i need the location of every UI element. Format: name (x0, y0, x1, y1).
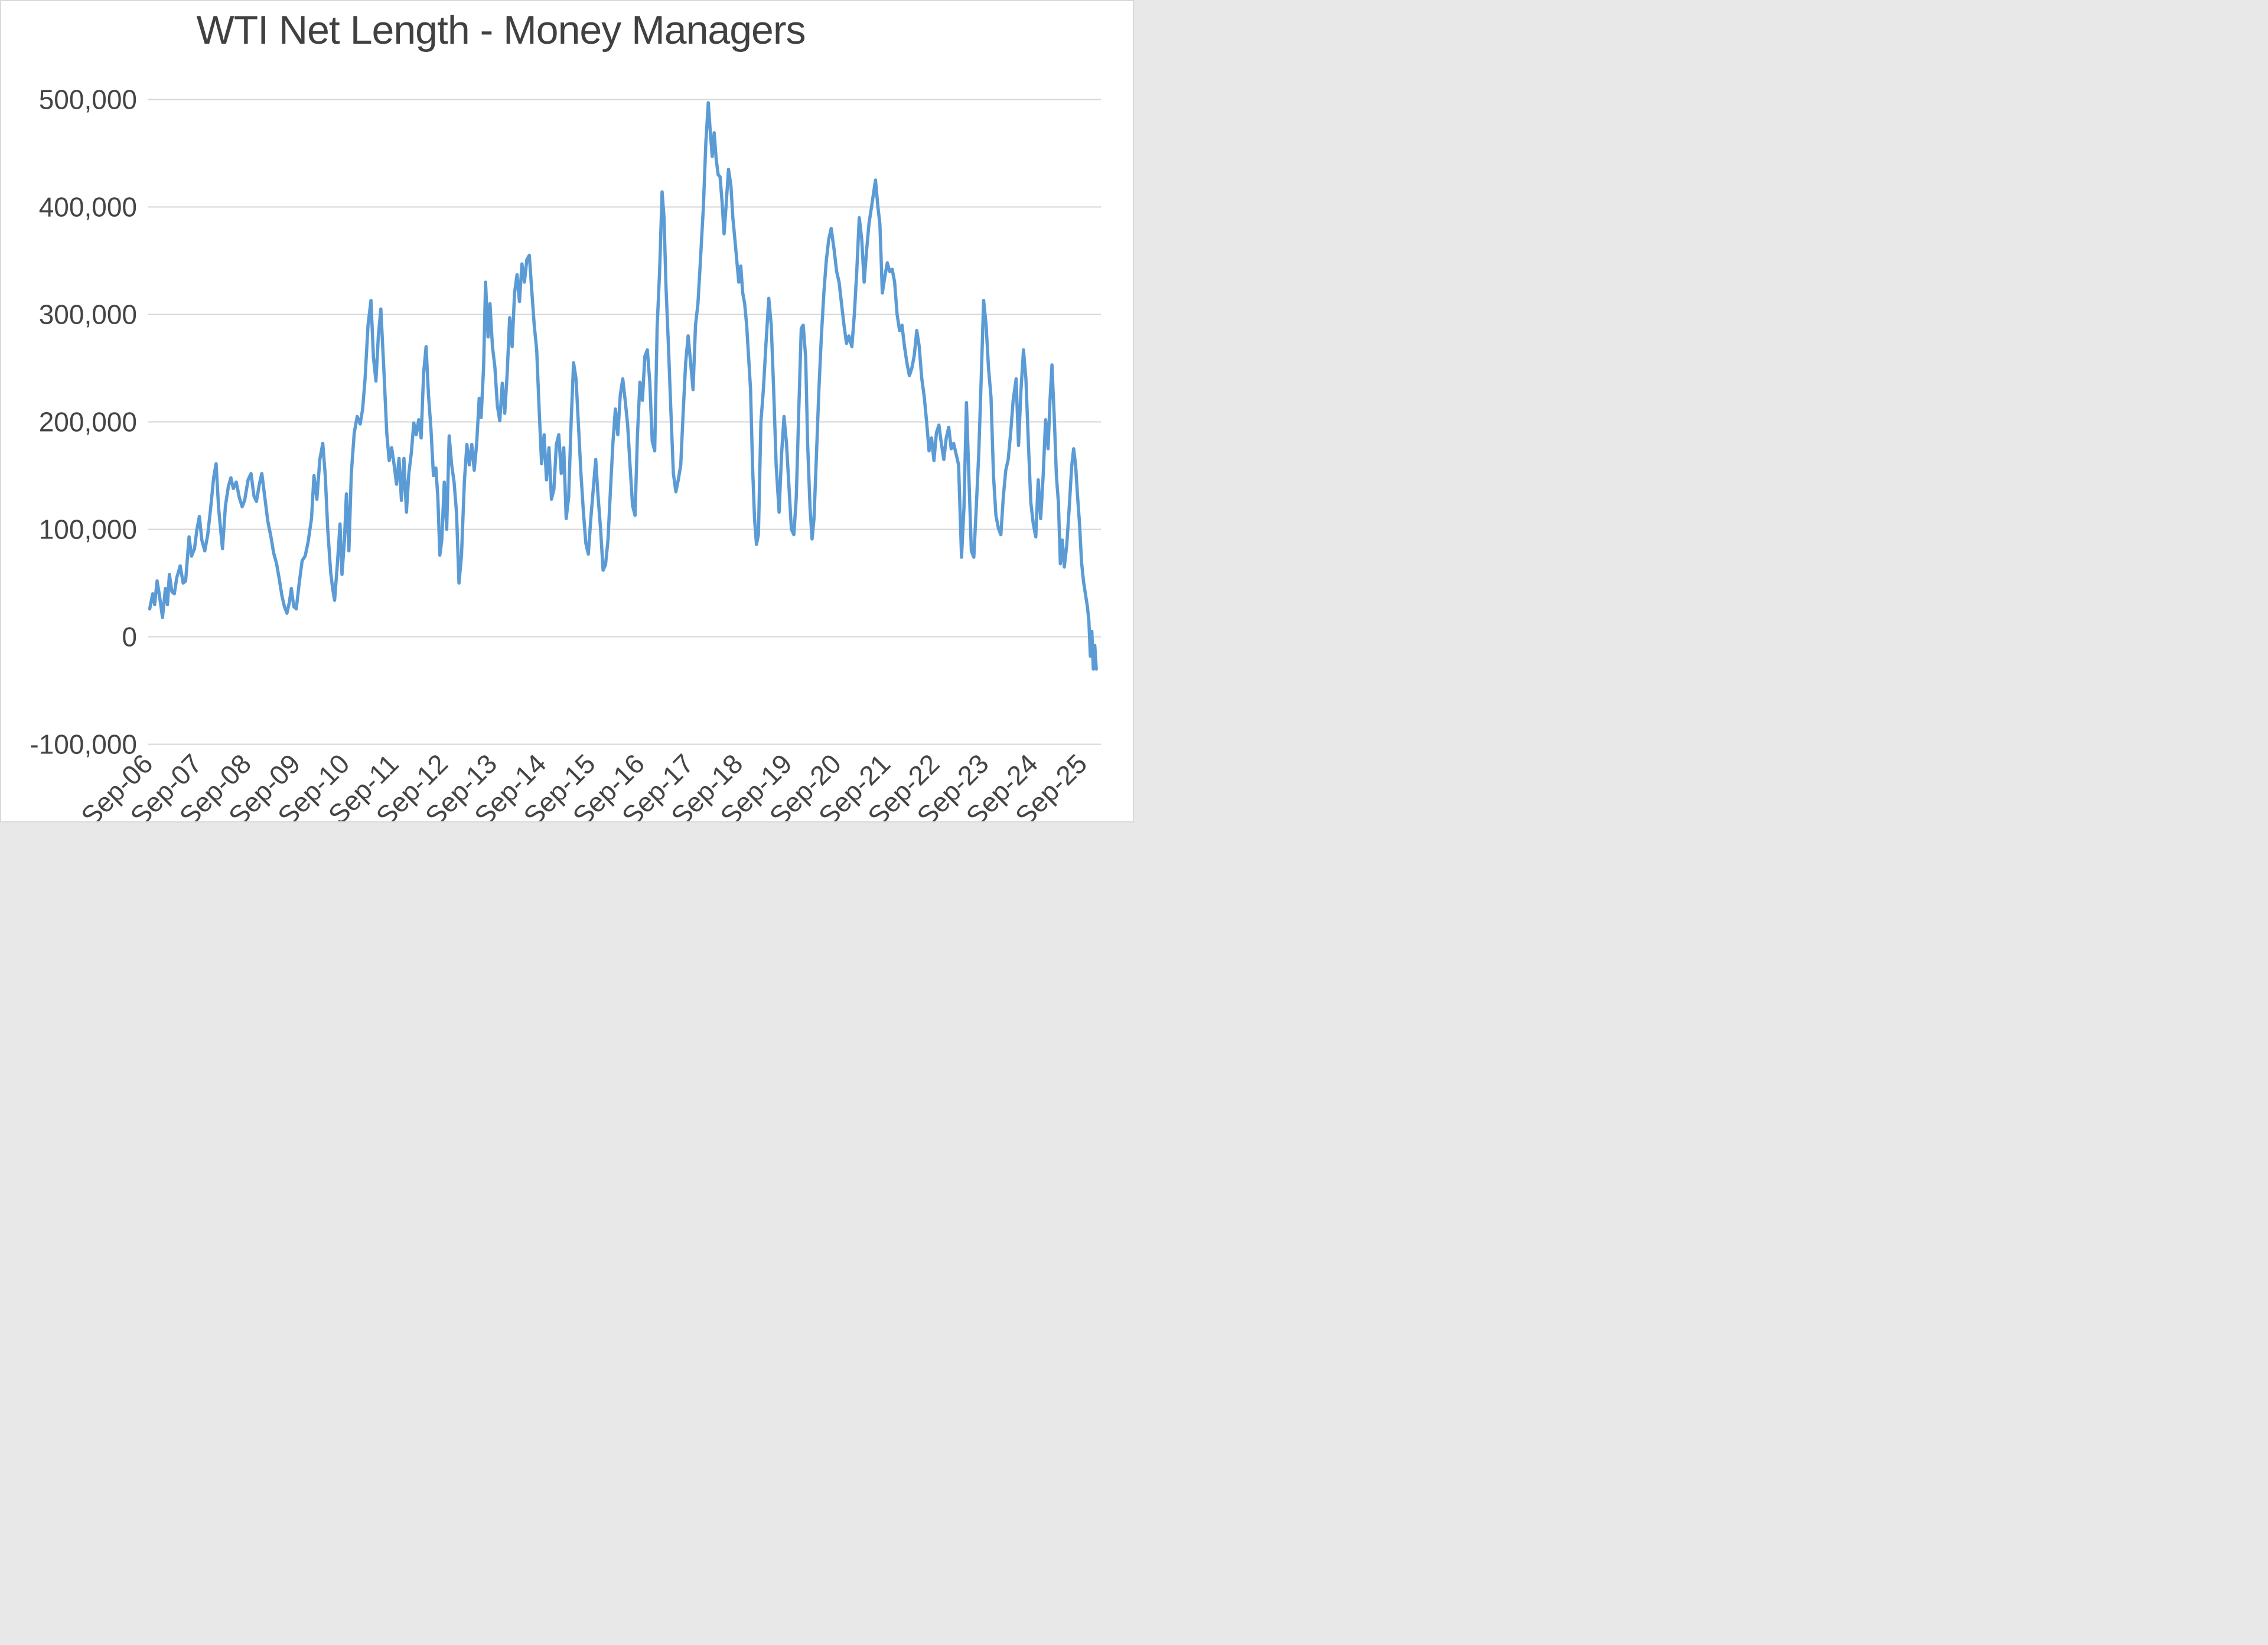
y-axis-tick-label: 200,000 (39, 407, 137, 438)
y-axis-tick-label: 0 (122, 622, 137, 652)
chart-container: WTI Net Length - Money Managers 500,000 4… (0, 0, 1134, 822)
y-axis-tick-label: -100,000 (30, 729, 137, 760)
y-axis-tick-label: 500,000 (39, 84, 137, 115)
y-axis-tick-label: 400,000 (39, 192, 137, 223)
y-axis-tick-label: 100,000 (39, 514, 137, 545)
line-chart: 500,000 400,000 300,000 200,000 100,000 0 -100… (30, 84, 1101, 821)
data-series-line (148, 101, 1098, 671)
y-axis-tick-label: 300,000 (39, 299, 137, 330)
chart-title: WTI Net Length - Money Managers (196, 8, 806, 53)
